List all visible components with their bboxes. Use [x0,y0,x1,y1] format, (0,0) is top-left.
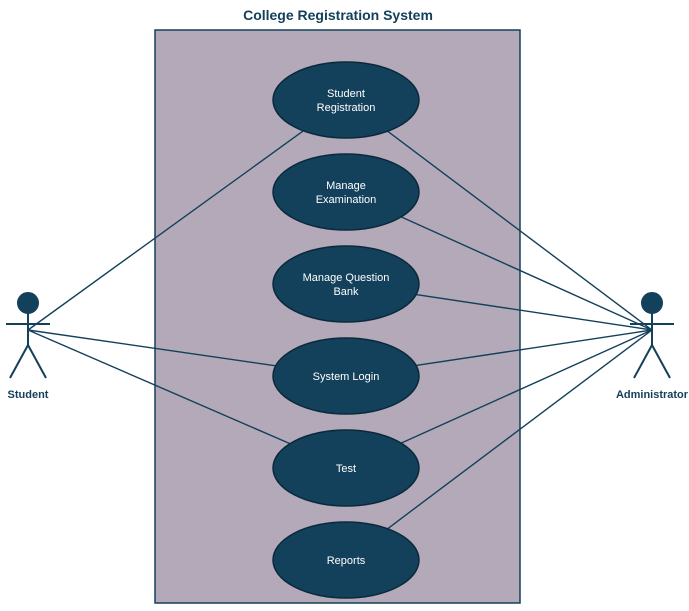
actor-label: Administrator [616,389,689,401]
usecase-uc6: Reports [273,522,419,598]
usecase-label: Manage [326,180,366,192]
usecase-uc1: Student Registration [273,62,419,138]
usecase-uc4: System Login [273,338,419,414]
usecase-uc5: Test [273,430,419,506]
diagram-title: College Registration System [243,7,433,23]
usecase-uc2: Manage Examination [273,154,419,230]
usecase-label: Examination [316,194,377,206]
usecase-label: Bank [333,286,359,298]
actor-label: Student [8,389,49,401]
use-case-diagram: College Registration System Student Admini… [0,0,689,611]
usecase-label: Manage Question [303,272,390,284]
usecase-label: Registration [317,102,376,114]
usecase-label: Student [327,88,365,100]
usecase-uc3: Manage Question Bank [273,246,419,322]
usecase-label: System Login [313,371,380,383]
usecase-label: Reports [327,555,366,567]
usecase-label: Test [336,463,356,475]
